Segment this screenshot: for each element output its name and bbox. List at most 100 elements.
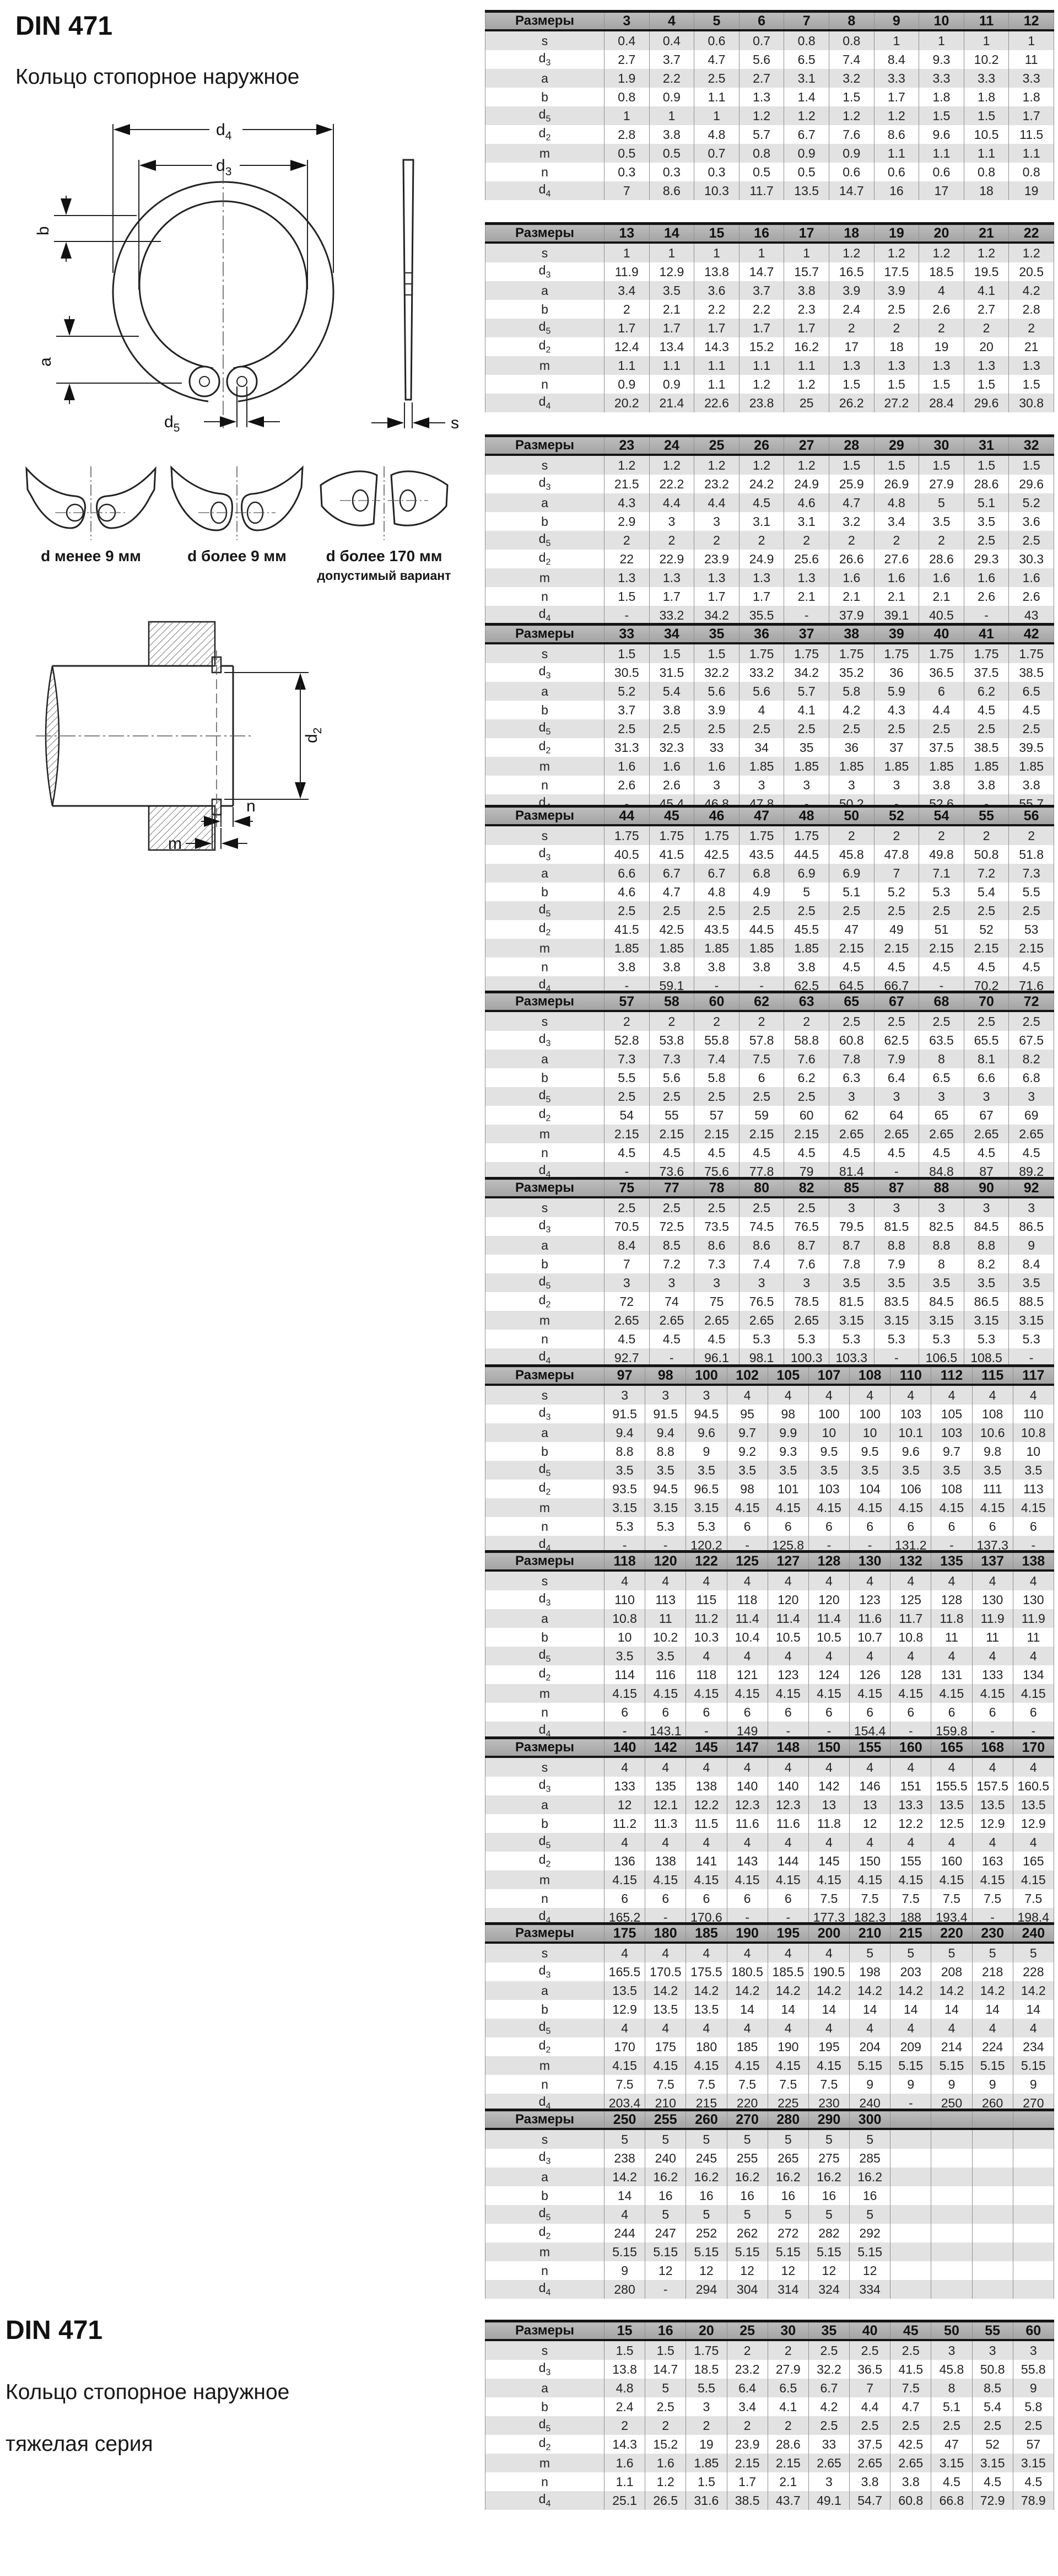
value-cell: 180.5 xyxy=(726,1962,768,1981)
value-cell: 1.9 xyxy=(604,69,650,88)
value-cell: 16 xyxy=(767,2186,809,2205)
value-cell: 3 xyxy=(649,1273,695,1292)
shaft-d2-label: d2 xyxy=(303,728,324,743)
value-cell: 4.5 xyxy=(828,958,875,976)
value-cell: 9 xyxy=(971,2075,1013,2094)
value-cell: 49.8 xyxy=(919,845,964,864)
value-cell: 4 xyxy=(685,2019,727,2037)
value-cell: 4 xyxy=(603,1833,646,1852)
table-row: m 3.15 3.15 3.15 4.15 4.15 4.15 4.15 4.15 4.15 4.1… xyxy=(485,1498,1054,1517)
value-cell xyxy=(971,2186,1013,2205)
size-column-header: 30 xyxy=(919,434,964,456)
value-cell: 27.6 xyxy=(873,550,920,568)
value-cell: 1.2 xyxy=(738,375,785,394)
size-column-header: 31 xyxy=(963,434,1010,456)
size-column-header: 16 xyxy=(645,2320,687,2341)
size-column-header: 62 xyxy=(738,991,785,1012)
value-cell: 2.4 xyxy=(603,2397,646,2416)
size-column-header: 147 xyxy=(726,1736,768,1758)
value-cell: 42.5 xyxy=(694,845,739,864)
value-cell: 20 xyxy=(963,337,1010,356)
value-cell: 4.5 xyxy=(649,1143,695,1162)
size-column-header: 165 xyxy=(931,1736,973,1758)
value-cell: 37.5 xyxy=(963,663,1010,682)
value-cell: 120 xyxy=(808,1590,850,1609)
value-cell: 11.7 xyxy=(738,181,785,200)
value-cell: 3.5 xyxy=(649,281,695,300)
value-cell: 4 xyxy=(1012,1571,1054,1590)
lug-caption-small: d менее 9 мм xyxy=(41,547,141,564)
row-label-d3: d3 xyxy=(485,262,604,281)
value-cell: 34.2 xyxy=(784,663,829,682)
value-cell: 5.6 xyxy=(649,1068,695,1087)
value-cell: 19 xyxy=(919,337,964,356)
value-cell: 3 xyxy=(604,1273,650,1292)
size-column-header: 52 xyxy=(873,805,920,826)
value-cell: 12.9 xyxy=(1012,1814,1054,1833)
shaft-m-label: m xyxy=(168,835,182,853)
size-column-header: 240 xyxy=(1012,1922,1054,1944)
value-cell: 141 xyxy=(685,1852,727,1870)
size-column-header: 215 xyxy=(890,1922,932,1944)
value-cell: 4.5 xyxy=(1012,2472,1054,2491)
table-row: d3 21.5 22.2 23.2 24.2 24.9 25.9 26.9 27.9 28.6 29… xyxy=(485,475,1054,493)
value-cell: 3.5 xyxy=(919,1273,964,1292)
value-cell: 6.2 xyxy=(963,682,1010,701)
value-cell: 3 xyxy=(873,1087,920,1106)
value-cell: 5.7 xyxy=(738,125,785,144)
row-label-d2: d2 xyxy=(485,1480,604,1498)
row-label-d3: d3 xyxy=(485,475,604,493)
value-cell: 6 xyxy=(603,1703,646,1722)
value-cell: 1.3 xyxy=(963,356,1010,375)
value-cell: 3.15 xyxy=(828,1311,875,1330)
size-column-header xyxy=(1012,2109,1054,2130)
value-cell: 5.15 xyxy=(971,2056,1013,2075)
value-cell: 6 xyxy=(1012,1517,1054,1536)
value-cell: 1.3 xyxy=(738,568,785,587)
value-cell: 7.5 xyxy=(645,2075,687,2094)
value-cell: 250 xyxy=(931,2094,973,2112)
row-label-s: s xyxy=(485,1011,604,1031)
value-cell: 9.5 xyxy=(808,1442,850,1461)
value-cell: 1.75 xyxy=(738,825,785,845)
table-header-label: Размеры xyxy=(485,10,604,31)
value-cell: 3.8 xyxy=(649,701,695,719)
value-cell: 14.2 xyxy=(890,1981,932,2000)
value-cell: 2.5 xyxy=(873,1011,920,1031)
row-label-d4: d4 xyxy=(485,2094,604,2112)
value-cell: 4.15 xyxy=(849,1870,891,1889)
value-cell: 4.4 xyxy=(919,701,964,719)
value-cell: 3.8 xyxy=(890,2472,932,2491)
value-cell: 1.75 xyxy=(784,643,829,663)
table-row: n 5.3 5.3 5.3 6 6 6 6 6 6 6 6 xyxy=(485,1517,1054,1536)
value-cell: 5 xyxy=(931,1943,973,1962)
value-cell: 9 xyxy=(1008,1236,1054,1255)
value-cell: 12.2 xyxy=(685,1795,727,1814)
value-cell: 2 xyxy=(828,319,875,337)
value-cell: 64 xyxy=(873,1106,920,1125)
value-cell: 75.6 xyxy=(694,1162,739,1181)
size-column-header: 37 xyxy=(784,623,829,644)
table-row: a 9.4 9.4 9.6 9.7 9.9 10 10 10.1 103 10.6 10.8 xyxy=(485,1423,1054,1442)
value-cell: - xyxy=(808,1722,850,1740)
value-cell: 14.2 xyxy=(767,1981,809,2000)
value-cell: 7.5 xyxy=(890,2379,932,2397)
table-row: d4 92.7-96.1 98.1 100.3 103.3-106.5 108.5- xyxy=(485,1348,1054,1367)
value-cell xyxy=(890,2242,932,2261)
value-cell: 63.5 xyxy=(919,1031,964,1050)
value-cell: 2.15 xyxy=(1008,939,1054,958)
value-cell: 2.15 xyxy=(649,1125,695,1143)
value-cell: 149 xyxy=(726,1722,768,1740)
size-column-header: 15 xyxy=(603,2320,646,2341)
value-cell: 103.3 xyxy=(828,1348,875,1367)
value-cell: 16 xyxy=(808,2186,850,2205)
value-cell: 2.5 xyxy=(784,901,829,920)
value-cell: 13.5 xyxy=(685,2000,727,2019)
table-row: d3 238 240 245 255 265 275 285 xyxy=(485,2149,1054,2168)
value-cell xyxy=(931,2280,973,2299)
value-cell: 6.5 xyxy=(1008,682,1054,701)
value-cell: 12 xyxy=(849,1814,891,1833)
table-header-label: Размеры xyxy=(485,2109,604,2130)
value-cell: 208 xyxy=(931,1962,973,1981)
value-cell: 3 xyxy=(963,1087,1010,1106)
